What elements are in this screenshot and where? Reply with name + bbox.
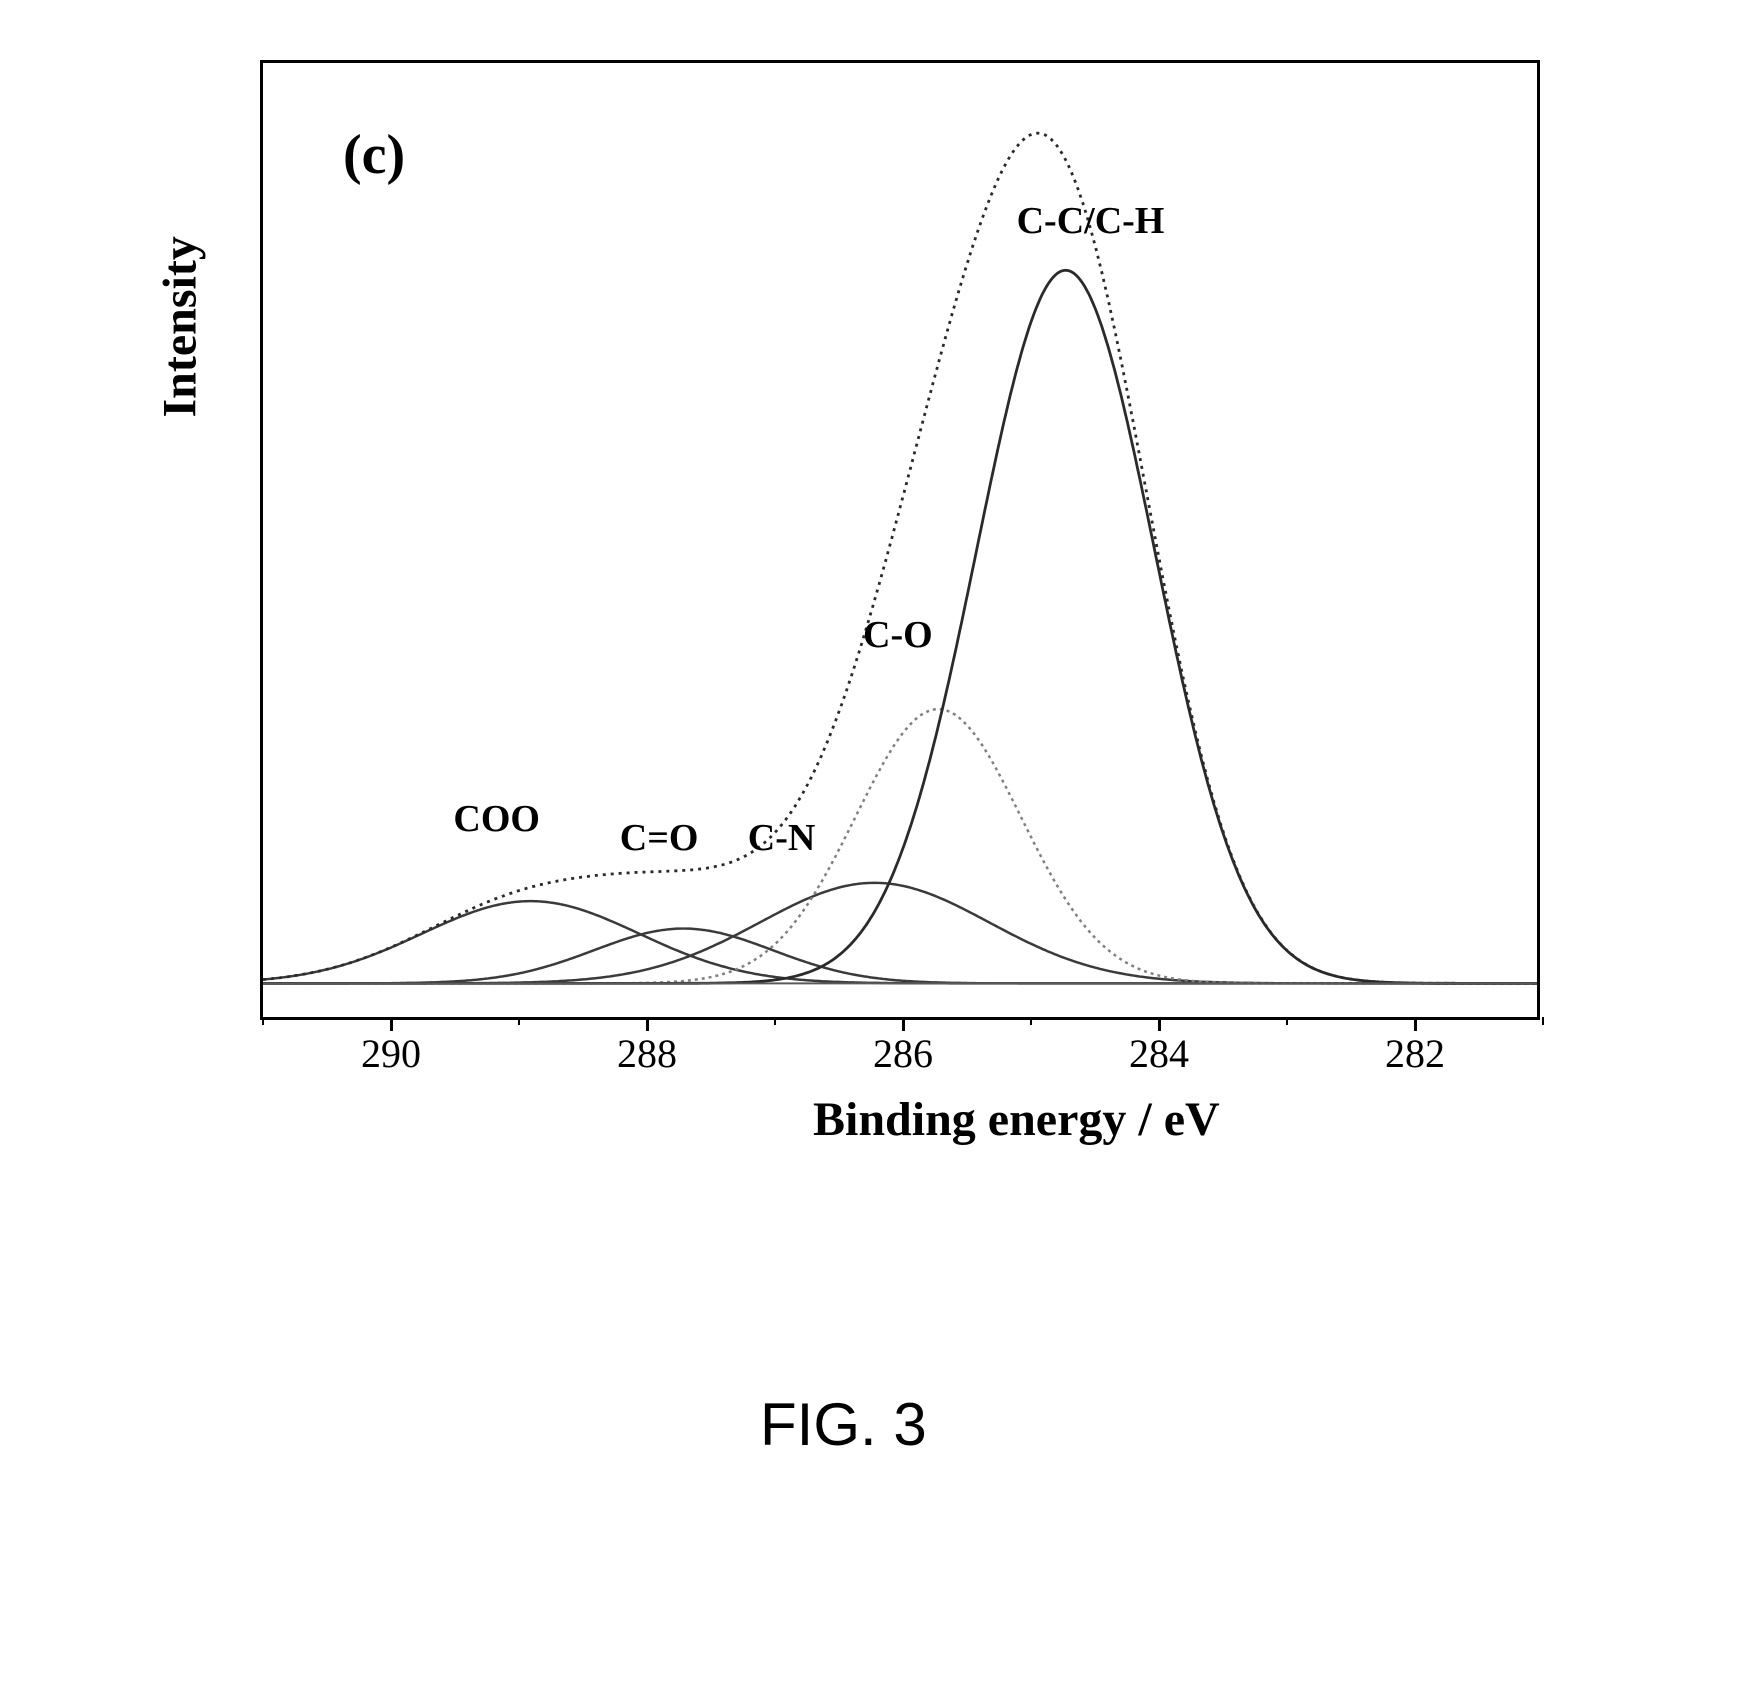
peak-curve-coo (263, 901, 1537, 983)
x-tick-major (902, 1017, 905, 1031)
x-tick-minor (1542, 1017, 1544, 1025)
peak-label-ccch: C-C/C-H (1017, 199, 1165, 243)
y-axis-label: Intensity (153, 236, 208, 417)
x-tick-minor (1030, 1017, 1032, 1025)
x-tick-minor (774, 1017, 776, 1025)
chart-wrapper: Intensity (c) COOC=OC-NC-OC-C/C-H 290288… (80, 40, 1600, 1140)
figure-container: Intensity (c) COOC=OC-NC-OC-C/C-H 290288… (80, 40, 1660, 1140)
peak-curve-co (263, 929, 1537, 984)
x-tick-label: 290 (361, 1030, 421, 1077)
x-tick-major (646, 1017, 649, 1031)
peak-label-cn: C-N (748, 816, 816, 860)
x-tick-label: 286 (873, 1030, 933, 1077)
x-tick-minor (1286, 1017, 1288, 1025)
x-axis-label: Binding energy / eV (813, 1092, 1220, 1147)
x-tick-label: 284 (1129, 1030, 1189, 1077)
x-tick-minor (518, 1017, 520, 1025)
figure-caption: FIG. 3 (760, 1390, 927, 1459)
x-tick-minor (262, 1017, 264, 1025)
xps-curves (263, 63, 1537, 1017)
peak-label-coo: COO (453, 797, 540, 841)
peak-label-co: C-O (863, 613, 933, 657)
x-tick-major (1414, 1017, 1417, 1031)
peak-label-co: C=O (620, 816, 699, 860)
x-tick-label: 288 (617, 1030, 677, 1077)
peak-curve-co (263, 709, 1537, 983)
peak-curve-cn (263, 883, 1537, 984)
plot-frame: (c) COOC=OC-NC-OC-C/C-H 290288286284282 … (260, 60, 1540, 1020)
x-tick-major (390, 1017, 393, 1031)
x-tick-major (1158, 1017, 1161, 1031)
x-tick-label: 282 (1385, 1030, 1445, 1077)
